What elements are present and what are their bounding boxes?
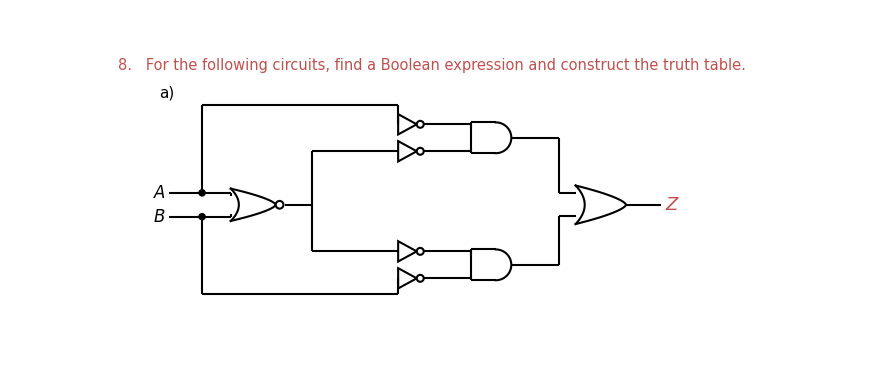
- Text: A: A: [153, 184, 165, 202]
- Circle shape: [417, 148, 424, 155]
- Circle shape: [276, 201, 283, 208]
- Text: a): a): [158, 85, 174, 100]
- Text: Z: Z: [666, 196, 678, 214]
- Circle shape: [417, 248, 424, 255]
- Text: B: B: [153, 208, 165, 226]
- Circle shape: [199, 214, 205, 220]
- Text: 8.   For the following circuits, find a Boolean expression and construct the tru: 8. For the following circuits, find a Bo…: [119, 58, 746, 73]
- Circle shape: [417, 275, 424, 282]
- Circle shape: [417, 121, 424, 128]
- Circle shape: [199, 190, 205, 196]
